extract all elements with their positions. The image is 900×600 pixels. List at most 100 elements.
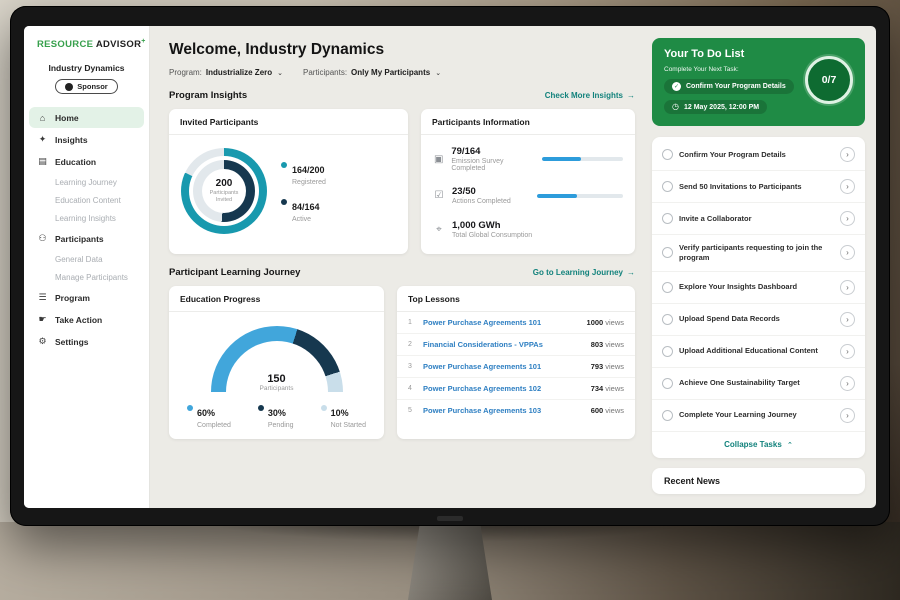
sidebar-item-education[interactable]: ▤ Education xyxy=(29,151,144,172)
sidebar-nav: ⌂ Home ✦ Insights ▤ Education Learning J… xyxy=(24,107,149,352)
monitor-bezel: RESOURCE ADVISOR+ Industry Dynamics Spon… xyxy=(10,6,890,526)
sidebar-item-label: Insights xyxy=(55,134,88,145)
todo-item[interactable]: Verify participants requesting to join t… xyxy=(652,235,865,272)
section-title: Program Insights xyxy=(169,90,248,101)
todo-item[interactable]: Complete Your Learning Journey › xyxy=(652,400,865,432)
gauge-center-value: 150 xyxy=(267,373,286,385)
checkbox-circle[interactable] xyxy=(662,377,673,389)
todo-item[interactable]: Explore Your Insights Dashboard › xyxy=(652,272,865,304)
todo-item-label: Achieve One Sustainability Target xyxy=(679,378,800,388)
views-count: 803 xyxy=(590,340,604,349)
views-unit: views xyxy=(605,318,624,327)
chevron-right-icon[interactable]: › xyxy=(840,311,855,327)
legend-value: 84/164 xyxy=(292,201,320,212)
legend-label: Completed xyxy=(197,422,231,429)
views-unit: views xyxy=(605,384,624,393)
lesson-link[interactable]: Financial Considerations - VPPAs xyxy=(423,340,543,349)
link-label: Check More Insights xyxy=(544,91,623,100)
go-to-learning-journey-link[interactable]: Go to Learning Journey → xyxy=(533,268,635,277)
progress-bar-fill xyxy=(541,157,581,162)
chevron-right-icon[interactable]: › xyxy=(840,279,855,295)
checkbox-circle[interactable] xyxy=(662,281,673,293)
chevron-right-icon[interactable]: › xyxy=(840,147,855,162)
checkbox-circle[interactable] xyxy=(662,213,673,224)
sidebar-item-manage-participants[interactable]: Manage Participants xyxy=(55,272,128,282)
learning-journey-section-header: Participant Learning Journey Go to Learn… xyxy=(169,267,635,278)
check-more-insights-link[interactable]: Check More Insights → xyxy=(545,91,635,100)
progress-bar-fill xyxy=(537,193,577,198)
sidebar-item-participants[interactable]: ⚇ Participants xyxy=(29,228,144,249)
stat-label: Emission Survey Completed xyxy=(451,158,504,173)
chevron-right-icon[interactable]: › xyxy=(840,407,855,423)
clipboard-icon: ▣ xyxy=(433,153,444,165)
legend-item-completed: 60% Completed xyxy=(187,403,231,429)
card-title: Invited Participants xyxy=(169,109,408,135)
sidebar-item-insights[interactable]: ✦ Insights xyxy=(29,129,144,150)
checkbox-circle[interactable] xyxy=(662,409,673,421)
collapse-tasks-link[interactable]: Collapse Tasks ⌃ xyxy=(652,432,865,456)
sponsor-badge[interactable]: Sponsor xyxy=(55,79,118,95)
bezel-logo xyxy=(437,516,463,521)
sidebar-item-home[interactable]: ⌂ Home xyxy=(29,107,144,129)
stat-label: Actions Completed xyxy=(452,198,511,206)
chevron-right-icon[interactable]: › xyxy=(840,245,855,261)
recent-news-header[interactable]: Recent News xyxy=(652,467,865,494)
todo-item[interactable]: Invite a Collaborator › xyxy=(652,203,865,235)
chevron-right-icon[interactable]: › xyxy=(840,179,855,194)
card-title: Education Progress xyxy=(169,286,384,312)
stat-value: 1,000 GWh xyxy=(452,219,501,231)
checkbox-circle[interactable] xyxy=(662,149,673,160)
sidebar-item-education-content[interactable]: Education Content xyxy=(55,195,121,205)
checkbox-circle[interactable] xyxy=(662,345,673,357)
section-title: Participant Learning Journey xyxy=(169,267,301,278)
checkbox-circle[interactable] xyxy=(662,313,673,325)
sponsor-badge-label: Sponsor xyxy=(77,82,108,92)
participants-filter-dropdown[interactable]: Participants: Only My Participants ⌄ xyxy=(303,68,441,77)
sidebar-item-learning-insights[interactable]: Learning Insights xyxy=(55,213,116,223)
logo-text-resource: RESOURCE xyxy=(37,39,94,51)
checkbox-circle[interactable] xyxy=(662,247,673,259)
info-card-body: ▣ 79/164 Emission Survey Completed ☑ 23/… xyxy=(421,135,635,254)
legend-label: Registered xyxy=(292,178,326,186)
arrow-right-icon: → xyxy=(627,91,635,100)
lesson-rank: 2 xyxy=(408,341,412,348)
lesson-link[interactable]: Power Purchase Agreements 101 xyxy=(423,362,542,371)
lesson-link[interactable]: Power Purchase Agreements 103 xyxy=(423,406,542,415)
sidebar-item-label: Program xyxy=(55,292,90,303)
stat-global-consumption: ⌖ 1,000 GWh Total Global Consumption xyxy=(433,217,623,242)
chevron-up-icon: ⌃ xyxy=(787,441,793,449)
lesson-views: 1000 views xyxy=(587,318,624,327)
stat-emission-survey: ▣ 79/164 Emission Survey Completed xyxy=(433,143,623,175)
todo-item[interactable]: Confirm Your Program Details › xyxy=(652,139,865,171)
todo-item[interactable]: Upload Spend Data Records › xyxy=(652,304,865,336)
chevron-right-icon[interactable]: › xyxy=(840,375,855,391)
todo-item-label: Upload Additional Educational Content xyxy=(679,346,818,356)
participants-filter-label: Participants: xyxy=(303,68,348,77)
main-content: Welcome, Industry Dynamics Program: Indu… xyxy=(150,26,648,508)
checkbox-circle[interactable] xyxy=(662,181,673,192)
legend-value: 60% xyxy=(197,408,216,418)
lesson-link[interactable]: Power Purchase Agreements 102 xyxy=(423,384,542,393)
lesson-row: 4 Power Purchase Agreements 102 734 views xyxy=(397,378,635,400)
sidebar-item-learning-journey[interactable]: Learning Journey xyxy=(55,177,117,187)
stat-value: 79/164 xyxy=(451,146,481,158)
sidebar-item-program[interactable]: ☰ Program xyxy=(29,287,144,308)
lesson-link[interactable]: Power Purchase Agreements 101 xyxy=(423,318,542,327)
todo-item[interactable]: Achieve One Sustainability Target › xyxy=(652,368,865,400)
next-task-pill[interactable]: ✓ Confirm Your Program Details xyxy=(664,79,794,94)
todo-panel: Your To Do List Complete Your Next Task:… xyxy=(648,26,876,508)
sidebar-item-take-action[interactable]: ☛ Take Action xyxy=(29,309,144,330)
next-task-label: Confirm Your Program Details xyxy=(686,83,786,90)
todo-item[interactable]: Upload Additional Educational Content › xyxy=(652,336,865,368)
sidebar-item-general-data[interactable]: General Data xyxy=(55,254,103,264)
views-count: 1000 xyxy=(586,318,604,327)
program-filter-dropdown[interactable]: Program: Industrialize Zero ⌄ xyxy=(169,68,283,77)
book-icon: ▤ xyxy=(38,156,47,167)
chevron-right-icon[interactable]: › xyxy=(840,211,855,226)
gauge-center-label: Participants xyxy=(259,385,294,392)
sidebar-item-settings[interactable]: ⚙ Settings xyxy=(29,331,144,352)
legend-dot-navy xyxy=(257,405,264,411)
todo-item[interactable]: Send 50 Invitations to Participants › xyxy=(652,171,865,203)
chevron-right-icon[interactable]: › xyxy=(840,343,855,359)
invited-participants-card: Invited Participants 200 Participants In… xyxy=(169,109,408,254)
